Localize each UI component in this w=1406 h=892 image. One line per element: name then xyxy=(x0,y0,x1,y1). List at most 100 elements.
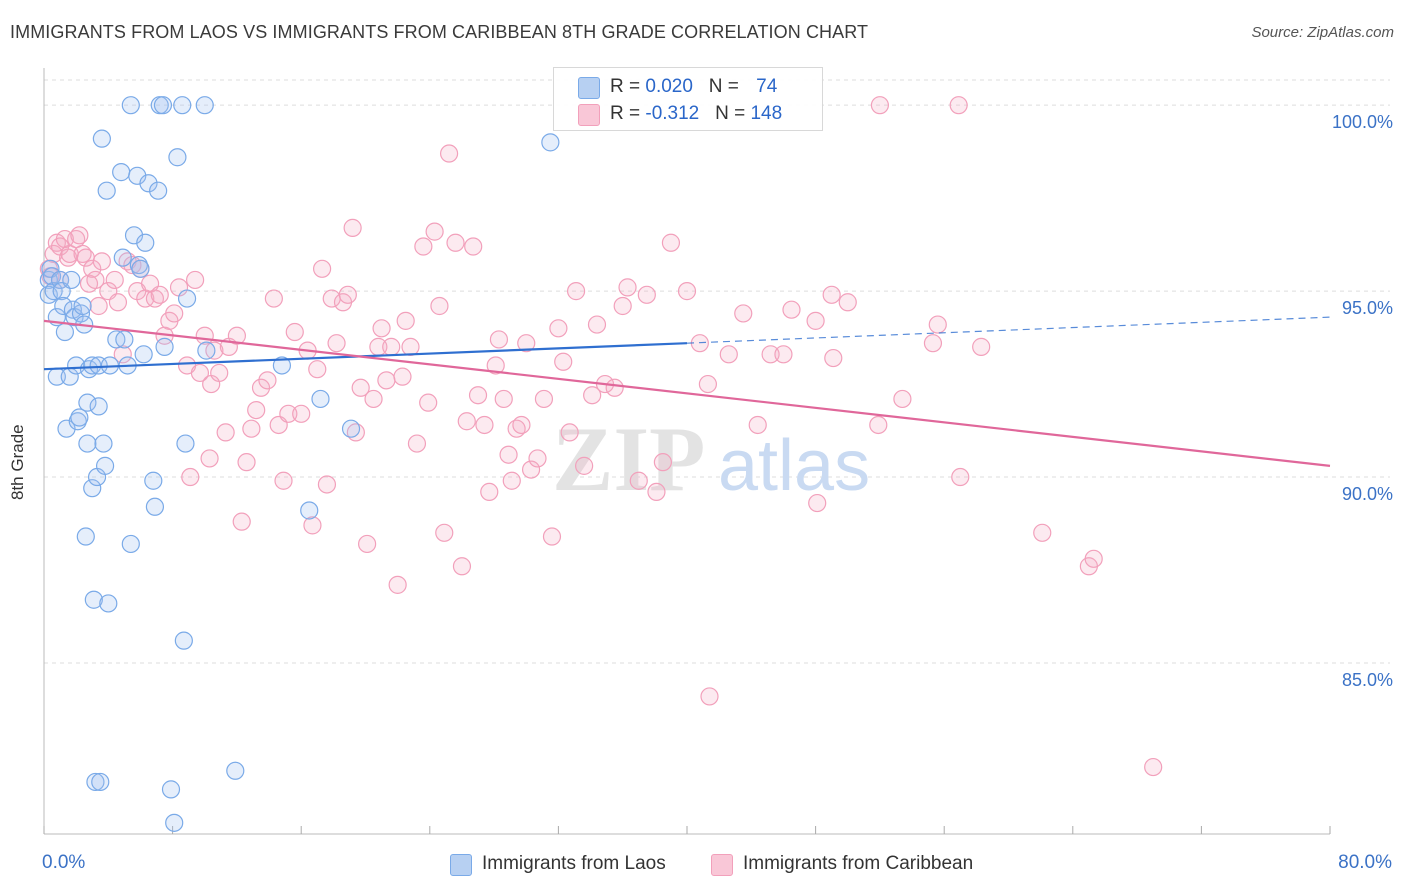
caribbean-point xyxy=(343,218,362,237)
laos-point xyxy=(91,772,110,792)
laos-point xyxy=(89,397,108,416)
caribbean-legend-label: Immigrants from Caribbean xyxy=(743,853,974,874)
laos-point xyxy=(300,501,319,520)
caribbean-point xyxy=(327,334,346,353)
caribbean-point xyxy=(499,445,518,464)
caribbean-point xyxy=(700,687,719,706)
caribbean-point xyxy=(419,393,438,412)
laos-point xyxy=(121,534,140,554)
caribbean-point xyxy=(105,270,124,290)
caribbean-point xyxy=(468,386,488,405)
laos-point xyxy=(86,772,105,792)
y-tick-label: 100.0% xyxy=(1332,112,1393,132)
axes xyxy=(43,68,1331,835)
caribbean-point xyxy=(512,415,531,435)
caribbean-point xyxy=(698,374,717,394)
chart-title: IMMIGRANTS FROM LAOS VS IMMIGRANTS FROM … xyxy=(10,22,869,42)
laos-point xyxy=(174,631,193,650)
caribbean-point xyxy=(808,493,827,513)
caribbean-point xyxy=(475,415,494,435)
laos-point xyxy=(176,434,195,453)
laos-point xyxy=(73,296,92,316)
caribbean-point xyxy=(274,471,293,490)
laos-n-label: N = xyxy=(708,76,745,97)
laos-point xyxy=(121,96,140,115)
laos-point xyxy=(136,233,155,252)
caribbean-point xyxy=(407,434,427,453)
laos-point xyxy=(94,434,113,453)
caribbean-point xyxy=(258,371,277,390)
laos-n-value: 74 xyxy=(756,76,778,97)
laos-r-label: R = xyxy=(610,76,646,97)
x-max-label: 80.0% xyxy=(1338,852,1392,873)
caribbean-point xyxy=(613,296,632,316)
caribbean-point xyxy=(425,222,444,241)
caribbean-point xyxy=(761,345,780,364)
grid xyxy=(44,79,1390,664)
laos-point xyxy=(173,96,192,115)
caribbean-point xyxy=(489,330,509,349)
caribbean-point xyxy=(150,285,169,304)
laos-point xyxy=(197,341,216,360)
caribbean-r-label: R = xyxy=(610,103,646,124)
caribbean-point xyxy=(200,449,219,468)
caribbean-point xyxy=(382,337,401,356)
laos-point xyxy=(55,322,74,342)
laos-point xyxy=(195,96,214,115)
caribbean-point xyxy=(822,285,841,304)
laos-point xyxy=(83,479,102,498)
caribbean-point xyxy=(734,304,753,323)
caribbean-point xyxy=(227,326,246,345)
caribbean-point xyxy=(647,482,666,502)
laos-point xyxy=(84,590,103,609)
caribbean-n-label: N = xyxy=(715,103,751,124)
watermark-atlas: atlas xyxy=(718,426,870,506)
caribbean-point xyxy=(457,412,476,431)
laos-point xyxy=(76,527,95,546)
x-min-label: 0.0% xyxy=(42,852,86,873)
caribbean-point xyxy=(869,415,888,435)
caribbean-point xyxy=(364,389,383,409)
caribbean-point xyxy=(949,96,968,115)
y-tick-label: 85.0% xyxy=(1342,670,1393,690)
caribbean-point xyxy=(312,259,332,278)
caribbean-point xyxy=(928,315,947,334)
laos-point xyxy=(272,356,292,375)
caribbean-point xyxy=(951,467,970,487)
caribbean-point xyxy=(653,453,672,472)
caribbean-point xyxy=(435,523,454,542)
caribbean-point xyxy=(308,360,327,379)
caribbean-point xyxy=(534,389,554,409)
caribbean-point xyxy=(317,475,337,494)
caribbean-point xyxy=(923,334,943,353)
caribbean-point xyxy=(566,282,586,301)
caribbean-point xyxy=(618,278,637,297)
caribbean-point xyxy=(89,296,108,316)
laos-swatch xyxy=(578,77,600,99)
caribbean-point xyxy=(719,345,738,364)
caribbean-point xyxy=(44,244,63,264)
caribbean-point xyxy=(517,334,536,353)
laos-point xyxy=(71,304,91,323)
caribbean-point xyxy=(190,363,210,383)
laos-point xyxy=(112,163,131,182)
caribbean-point xyxy=(338,285,357,304)
caribbean-point xyxy=(549,319,568,338)
caribbean-point xyxy=(521,460,541,479)
caribbean-point xyxy=(181,467,200,487)
laos-point xyxy=(134,345,153,364)
caribbean-point xyxy=(186,270,205,290)
laos-point xyxy=(54,296,73,316)
caribbean-point xyxy=(1144,757,1163,777)
laos-point xyxy=(168,148,187,167)
caribbean-legend-swatch xyxy=(711,854,733,876)
caribbean-point xyxy=(464,237,483,256)
laos-point xyxy=(155,337,174,356)
laos-point xyxy=(95,456,115,475)
caribbean-point xyxy=(351,378,370,397)
caribbean-point xyxy=(605,378,624,397)
caribbean-point xyxy=(92,252,111,271)
caribbean-point xyxy=(377,371,396,390)
laos-point xyxy=(341,419,361,438)
